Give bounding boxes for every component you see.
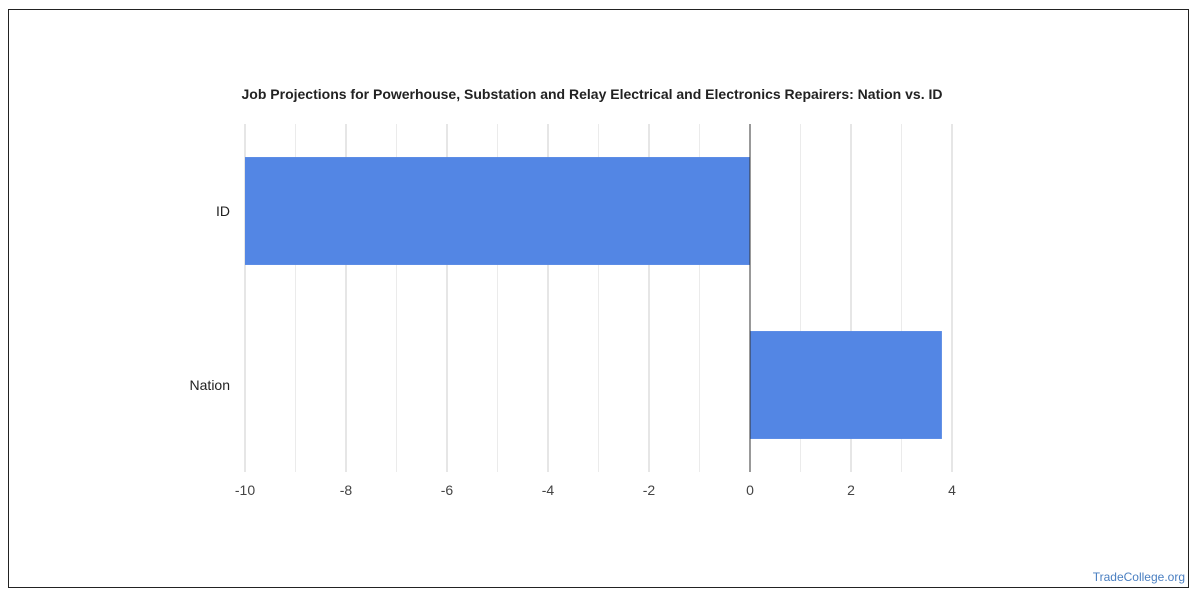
x-tick-label: -10 [235, 482, 255, 498]
category-label-id: ID [216, 203, 230, 219]
chart-title: Job Projections for Powerhouse, Substati… [242, 86, 943, 102]
x-tick-label: 2 [847, 482, 855, 498]
x-tick-label: 4 [948, 482, 956, 498]
bars [245, 157, 942, 439]
y-axis-categories: ID Nation [190, 203, 230, 393]
watermark[interactable]: TradeCollege.org [1092, 570, 1185, 584]
x-tick-label: 0 [746, 482, 754, 498]
x-tick-label: -2 [643, 482, 656, 498]
x-tick-label: -6 [441, 482, 454, 498]
x-tick-label: -8 [340, 482, 353, 498]
bar-nation[interactable] [750, 331, 942, 439]
x-axis-ticks: -10 -8 -6 -4 -2 0 2 4 [235, 482, 956, 498]
bar-id[interactable] [245, 157, 750, 265]
category-label-nation: Nation [190, 377, 230, 393]
x-tick-label: -4 [542, 482, 555, 498]
